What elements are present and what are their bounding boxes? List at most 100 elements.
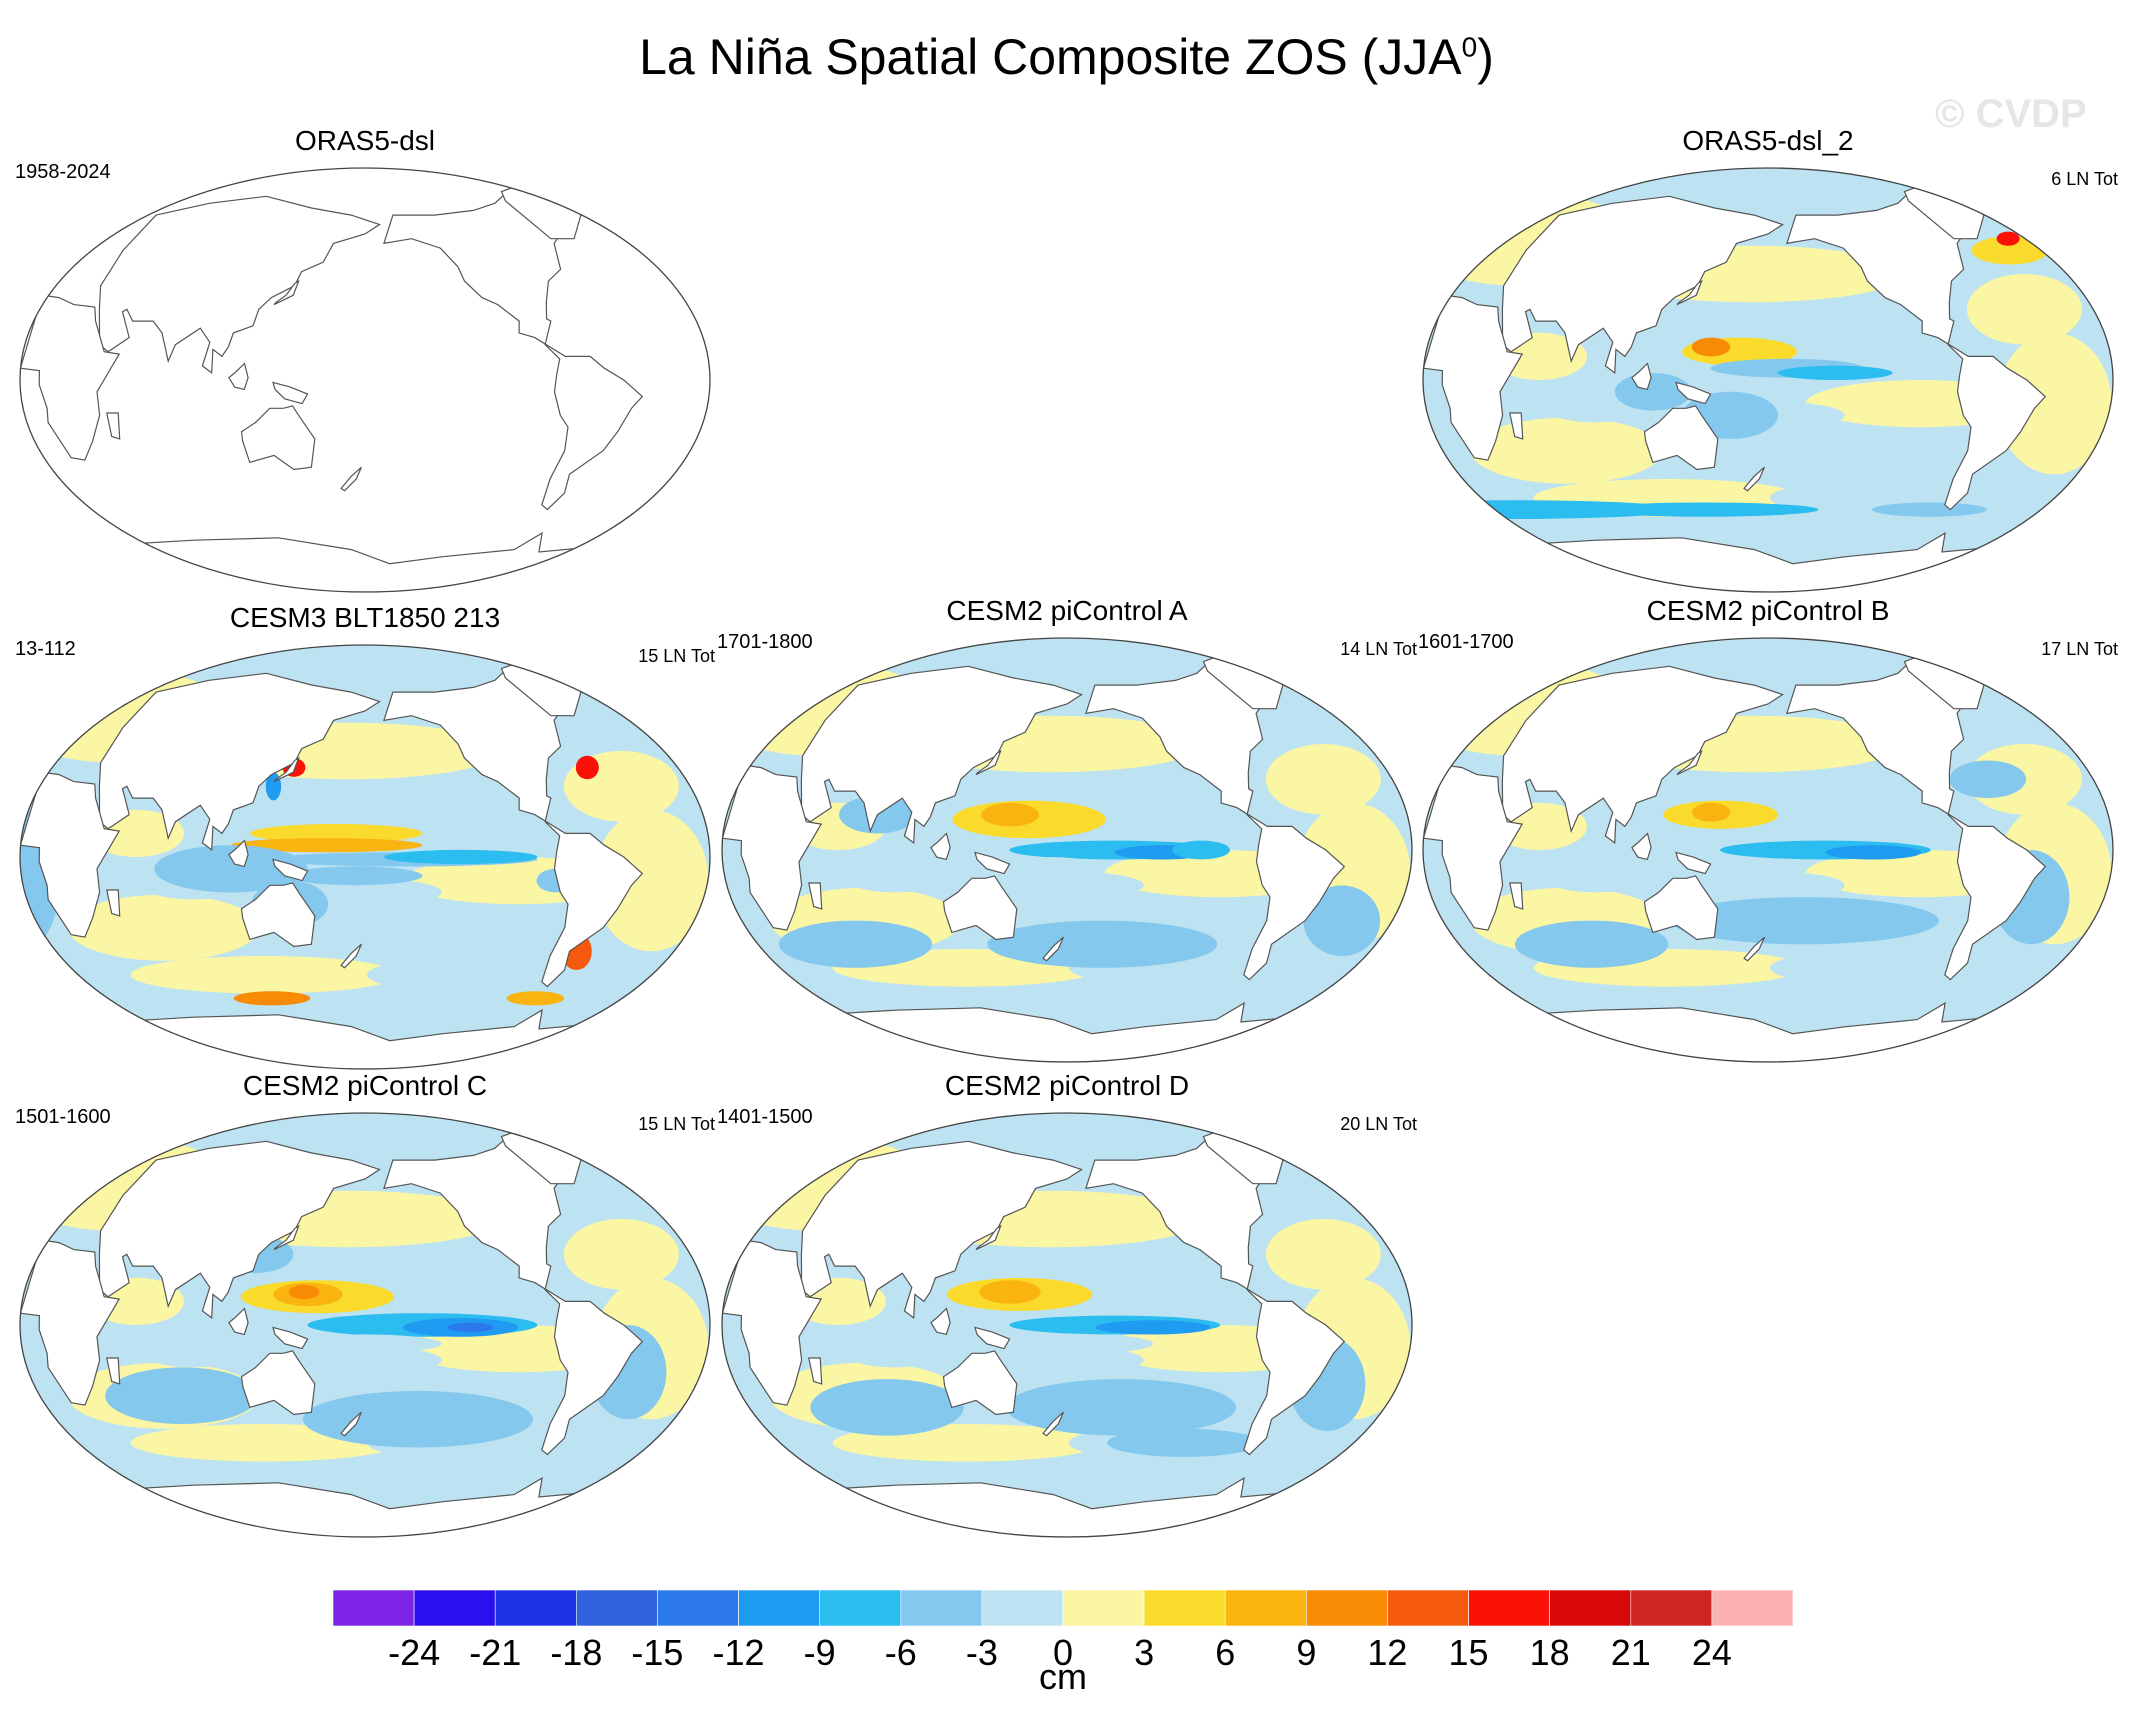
landmass-nz [340, 943, 362, 969]
map-panel-cesm2-picontrol-a: CESM2 piControl A 1701-1800 14 LN Tot [717, 595, 1417, 1065]
colorbar-box [1224, 1590, 1307, 1626]
landmass-africa [20, 771, 121, 938]
landmass-japan [273, 756, 300, 783]
landmass-newguinea [272, 381, 309, 405]
anomaly-contour [130, 956, 399, 994]
landmass-newguinea [974, 1326, 1011, 1350]
anomaly-contour [1916, 937, 2032, 975]
colorbar-box [413, 1590, 496, 1626]
anomaly-contour [447, 1322, 494, 1333]
landmass-asia [800, 665, 1083, 845]
landmass-madagascar [106, 889, 121, 917]
anomaly-contour [778, 920, 933, 968]
colorbar-box [900, 1590, 983, 1626]
anomaly-contour [230, 838, 423, 853]
panel-title: CESM2 piControl D [944, 1070, 1190, 1101]
map-field [722, 1113, 1412, 1537]
map-border [19, 1112, 711, 1538]
map-panel-oras5-dsl-2: ORAS5-dsl_2 6 LN Tot [1418, 125, 2118, 595]
anomaly-contour [1515, 920, 1669, 968]
anomaly-contour [135, 1329, 251, 1368]
landmass-madagascar [106, 1357, 121, 1385]
colorbar-box [1305, 1590, 1388, 1626]
colorbar-box [1062, 1590, 1145, 1626]
anomaly-contour [1019, 1334, 1154, 1354]
map-border [1422, 637, 2114, 1063]
landmass-japan [273, 279, 300, 306]
map-panel-cesm3-blt1850: CESM3 BLT1850 213 13-112 15 LN Tot [15, 602, 715, 1072]
landmass-nz [340, 466, 362, 492]
map-panel-cesm2-picontrol-b: CESM2 piControl B 1601-1700 17 LN Tot [1418, 595, 2118, 1065]
landmass-africa [1423, 764, 1524, 931]
map-svg [19, 644, 711, 1070]
colorbar [333, 1590, 1793, 1626]
landmass-japan [273, 1224, 300, 1251]
landmass-australia [240, 405, 316, 471]
anomaly-contour [250, 824, 423, 843]
colorbar-units: cm [1039, 1656, 1087, 1697]
landmass-newguinea [974, 851, 1011, 875]
colorbar-tick-label: -15 [631, 1632, 684, 1673]
panel-title: CESM3 BLT1850 213 [229, 602, 501, 633]
map-svg [19, 167, 711, 593]
colorbar-box [494, 1590, 577, 1626]
colorbar-tick-label: -21 [469, 1632, 522, 1673]
landmass-nz [340, 1411, 362, 1437]
colorbar-boxes [333, 1590, 1793, 1626]
colorbar-tick-label: -9 [803, 1632, 836, 1673]
landmass-borneo [1631, 832, 1652, 861]
anomaly-contour [1688, 427, 1958, 475]
panel-title: CESM2 piControl B [1646, 595, 1890, 626]
anomaly-contour [1949, 760, 2027, 799]
anomaly-contour [1691, 871, 1845, 900]
map-field [20, 1113, 710, 1537]
colorbar-tick-label: 9 [1296, 1632, 1317, 1673]
anomaly-contour [1265, 1219, 1381, 1290]
colorbar-tick-label: 15 [1448, 1632, 1489, 1673]
landmass-japan [975, 749, 1002, 776]
colorbar-tick-label: 12 [1367, 1632, 1408, 1673]
anomaly-contour [251, 786, 367, 834]
colorbar-box [333, 1590, 415, 1626]
landmass-africa [20, 1239, 121, 1406]
anomaly-contour [302, 1390, 533, 1448]
panel-period-label: 13-112 [15, 638, 76, 660]
anomaly-contour [810, 1379, 964, 1436]
colorbar-tick-label: -24 [388, 1632, 441, 1673]
colorbar-tick-label: -3 [965, 1632, 998, 1673]
colorbar-box [1630, 1590, 1713, 1626]
landmass-asia [98, 1140, 381, 1320]
map-svg [721, 637, 1413, 1063]
anomaly-contour [1777, 365, 1893, 380]
landmass-australia [942, 1350, 1018, 1416]
landmass-asia [800, 1140, 1083, 1320]
anomaly-contour [1095, 1320, 1211, 1335]
landmass-newguinea [272, 858, 309, 882]
landmass-africa [20, 294, 121, 461]
anomaly-contour [1966, 274, 2082, 345]
colorbar-tick-label: -18 [550, 1632, 603, 1673]
map-field [20, 645, 710, 1069]
anomaly-contour [233, 991, 311, 1006]
anomaly-contour [1614, 373, 1692, 411]
anomaly-contour [837, 854, 953, 893]
anomaly-contour [1670, 897, 1939, 945]
colorbar-box [1143, 1590, 1226, 1626]
landmass-africa [722, 764, 823, 931]
anomaly-contour [288, 1284, 320, 1300]
colorbar-tick-label: 0 [1052, 1632, 1074, 1673]
anomaly-contour [1265, 744, 1381, 815]
anomaly-contour [1303, 885, 1381, 956]
anomaly-contour [1971, 236, 2049, 265]
landmass-newguinea [272, 1326, 309, 1350]
landmass-nz [1743, 466, 1765, 492]
colorbar-box [1387, 1590, 1469, 1626]
panel-count-label: 20 LN Tot [1340, 1114, 1417, 1134]
colorbar-tick-label: 3 [1134, 1632, 1155, 1673]
colorbar-tick-label: 24 [1691, 1632, 1732, 1673]
anomaly-contour [513, 1412, 629, 1450]
map-svg [19, 1112, 711, 1538]
map-field [722, 638, 1412, 1062]
landmass-nz [1042, 1411, 1064, 1437]
colorbar-box [576, 1590, 658, 1626]
